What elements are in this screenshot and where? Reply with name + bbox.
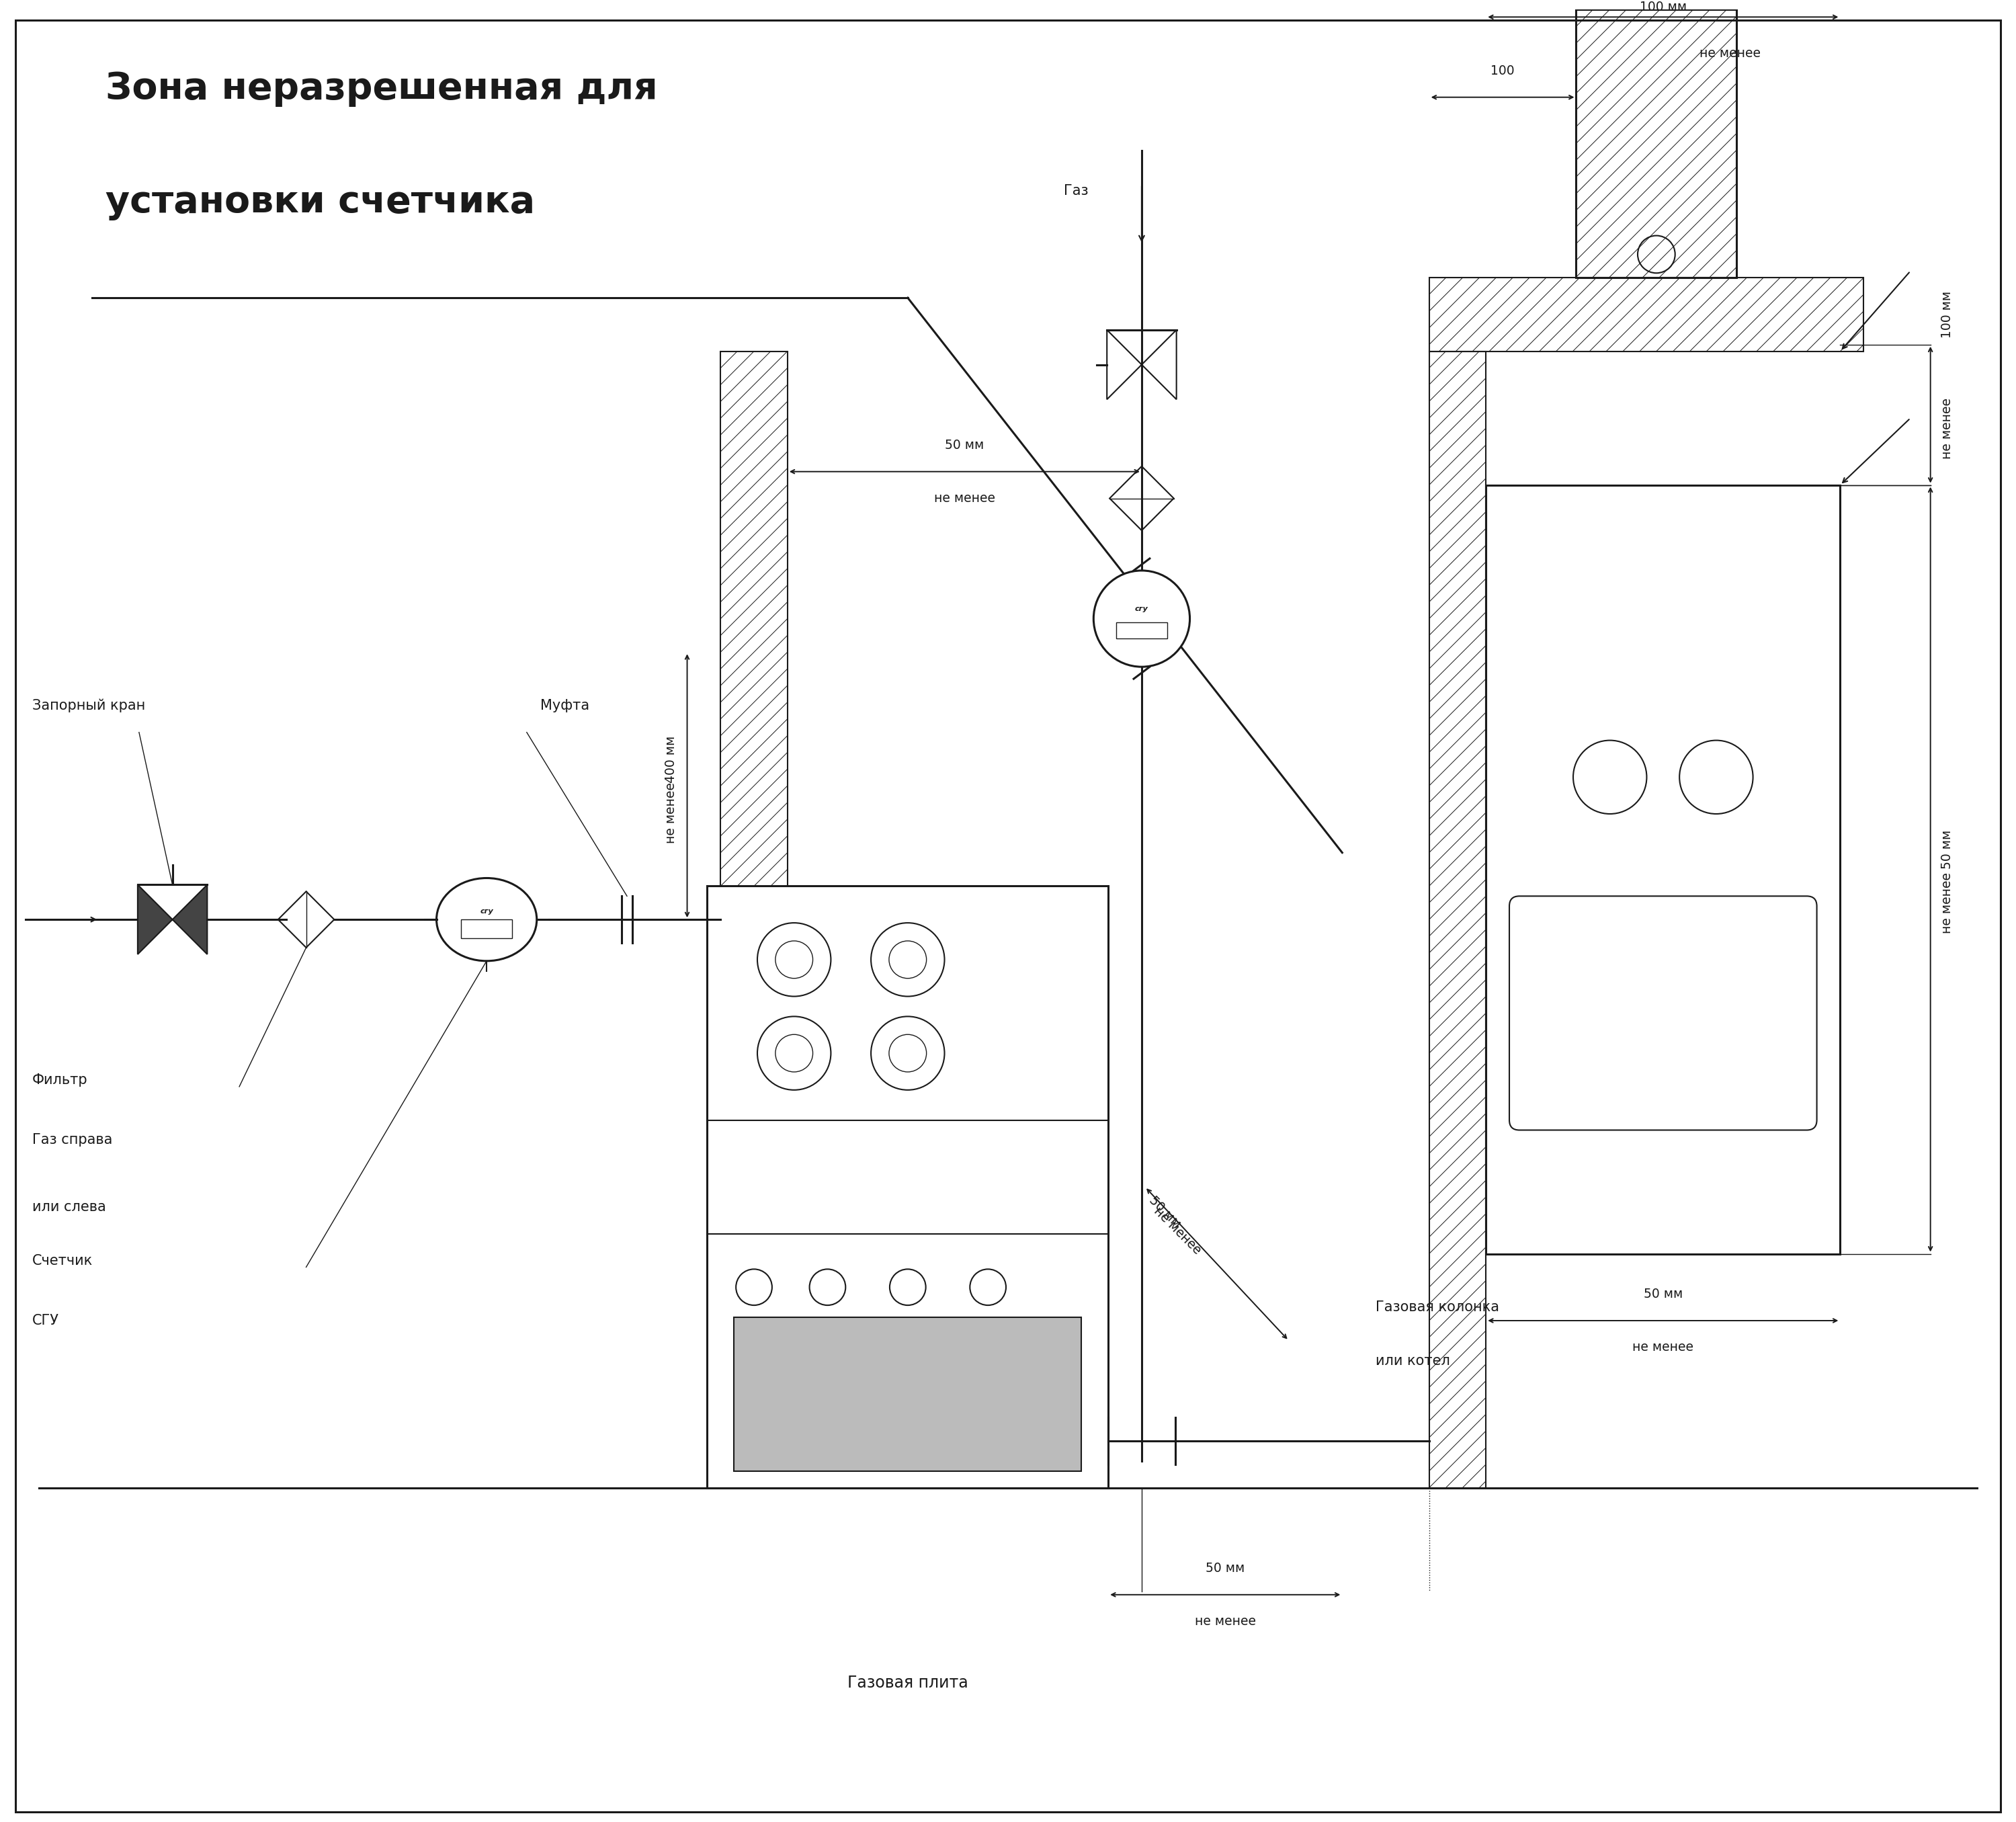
Text: или котел: или котел [1375,1354,1450,1368]
Text: Газ справа: Газ справа [32,1133,113,1146]
Text: 400 мм: 400 мм [665,736,677,783]
Bar [1429,352,1486,1489]
Text: Счетчик: Счетчик [32,1254,93,1268]
Bar [1429,277,1863,352]
Text: 50 мм: 50 мм [1147,1193,1183,1230]
Polygon shape [137,885,173,955]
Text: или слева: или слева [32,1201,105,1213]
Text: не менее: не менее [1151,1204,1204,1257]
Text: Фильтр: Фильтр [32,1073,87,1086]
Text: Газ: Газ [1064,184,1089,197]
Text: 50 мм: 50 мм [1206,1561,1244,1574]
Text: не менее: не менее [933,492,996,505]
Bar [734,1317,1081,1470]
Text: не менее: не менее [1941,397,1954,459]
Polygon shape [173,885,208,955]
Text: СГУ: СГУ [32,1314,58,1328]
Text: не менее: не менее [665,782,677,844]
Text: 50 мм: 50 мм [1941,829,1954,869]
Text: 100: 100 [1490,64,1514,77]
Text: 50 мм: 50 мм [1643,1288,1683,1301]
Text: не менее: не менее [1941,873,1954,933]
Text: Муфта: Муфта [540,700,589,712]
Text: сгу: сгу [480,907,494,915]
Bar [708,885,1109,1489]
Text: не менее: не менее [1699,47,1760,60]
Bar [1486,485,1841,1254]
Text: Запорный кран: Запорный кран [32,698,145,712]
Ellipse shape [437,878,536,960]
Text: 100 мм: 100 мм [1941,292,1954,337]
Text: установки счетчика: установки счетчика [105,184,534,220]
Text: 50 мм: 50 мм [946,439,984,452]
Circle shape [1093,570,1189,667]
Text: Газовая плита: Газовая плита [847,1674,968,1691]
Text: Зона неразрешенная для: Зона неразрешенная для [105,71,657,107]
Text: 100 мм: 100 мм [1639,0,1687,15]
Text: не менее: не менее [1195,1614,1256,1627]
Bar [462,920,512,938]
Bar [1117,621,1167,640]
Text: Газовая колонка: Газовая колонка [1375,1301,1500,1314]
Bar [1577,9,1736,277]
Text: не менее: не менее [1633,1341,1693,1354]
Text: сгу: сгу [1135,605,1149,612]
Bar [720,352,788,940]
